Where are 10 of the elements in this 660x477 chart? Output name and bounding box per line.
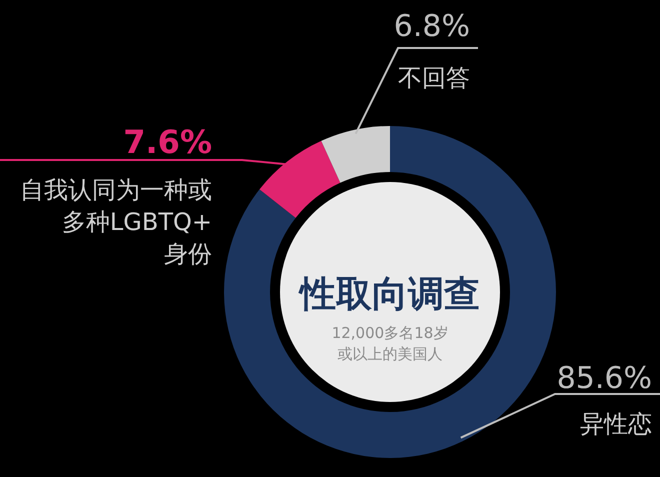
text: 性取向调查 xyxy=(298,274,480,315)
slice-label: 自我认同为一种或多种LGBTQ+身份 xyxy=(20,176,212,268)
slice-label: 异性恋 xyxy=(580,410,652,438)
data-label: 7.6% xyxy=(123,123,212,161)
donut-slice xyxy=(224,126,556,458)
donut-slice xyxy=(321,126,390,183)
data-label: 85.6% xyxy=(556,361,652,396)
text: 12,000多名18岁或以上的美国人 xyxy=(332,324,448,363)
slice-label: 不回答 xyxy=(398,64,470,92)
data-label: 6.8% xyxy=(394,9,470,44)
